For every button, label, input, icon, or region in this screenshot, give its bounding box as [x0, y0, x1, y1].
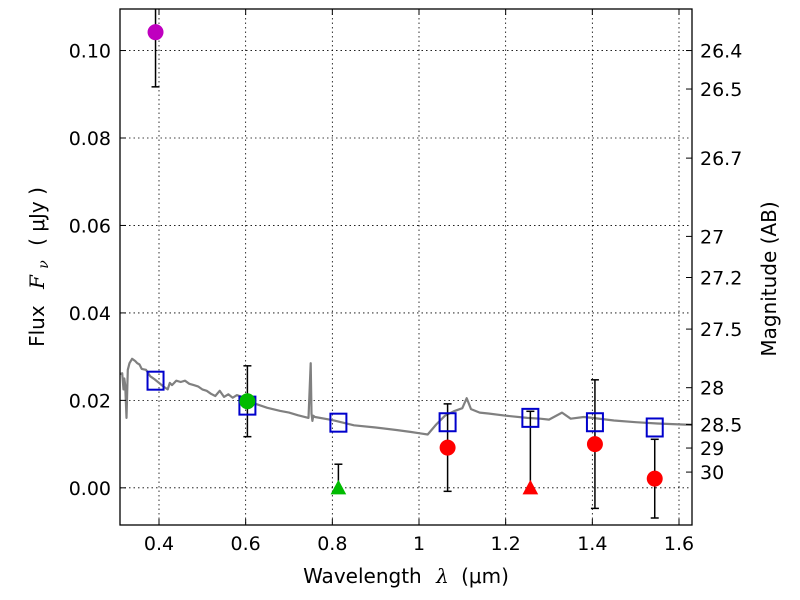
plot-area — [120, 9, 692, 519]
y2-tick-label: 29 — [700, 438, 724, 460]
x-tick-label: 0.4 — [144, 533, 174, 555]
x-tick-label: 1.6 — [664, 533, 694, 555]
y2-tick-label: 27.5 — [700, 319, 742, 341]
x-tick-label: 0.6 — [231, 533, 261, 555]
y-tick-label: 0.10 — [69, 41, 111, 63]
y-axis-label-subscript: ν — [36, 260, 52, 269]
x-axis-label-text: Wavelength — [303, 564, 422, 588]
y-tick-label: 0.02 — [69, 390, 111, 412]
y2-tick-label: 30 — [700, 462, 724, 484]
y2-axis-label: Magnitude (AB) — [757, 201, 781, 356]
x-axis-label-symbol: λ — [435, 564, 449, 588]
y-axis-label-symbol: F — [25, 274, 49, 290]
y-axis-label: Flux F ν ( μJy ) — [25, 187, 53, 347]
y2-tick-label: 26.4 — [700, 41, 742, 63]
upper-limit-triangle — [330, 479, 347, 495]
axis-ticks: 0.4 0.6 0.8 1 1.2 1.4 1.6 0.00 0.02 0.04 0.06 0.08 0… — [69, 9, 742, 555]
observed-flux-point — [586, 436, 603, 453]
x-tick-label: 1 — [413, 533, 425, 555]
observed-flux-point — [147, 24, 164, 41]
y2-tick-label: 28 — [700, 378, 724, 400]
x-tick-label: 0.8 — [317, 533, 347, 555]
y-tick-label: 0.04 — [69, 303, 111, 325]
x-axis-label: Wavelength λ (μm) — [303, 564, 509, 588]
model-flux-square — [521, 407, 540, 428]
model-flux-square — [585, 412, 604, 433]
y2-tick-label: 26.7 — [700, 148, 742, 170]
grid-lines — [120, 9, 692, 525]
model-flux-square — [438, 412, 457, 433]
observed-flux-point — [646, 470, 663, 487]
model-flux-square — [645, 417, 664, 438]
model-spectrum-line — [120, 357, 692, 436]
model-flux-square — [146, 370, 165, 391]
y2-tick-label: 28.5 — [700, 414, 742, 436]
x-tick-label: 1.2 — [491, 533, 521, 555]
y-tick-label: 0.08 — [69, 128, 111, 150]
observed-flux-point — [239, 393, 256, 410]
y-axis-label-text: Flux — [25, 305, 49, 347]
x-tick-label: 1.4 — [577, 533, 607, 555]
plot-frame — [119, 8, 693, 526]
y2-tick-label: 26.5 — [700, 79, 742, 101]
upper-limit-triangle — [522, 479, 539, 495]
y-tick-label: 0.06 — [69, 215, 111, 237]
x-axis-label-unit: (μm) — [461, 564, 509, 588]
model-flux-square — [329, 412, 348, 433]
y2-tick-label: 27.2 — [700, 267, 742, 289]
y-axis-label-unit: ( μJy ) — [25, 187, 49, 246]
y-tick-label: 0.00 — [69, 478, 111, 500]
y2-tick-label: 27 — [700, 226, 724, 248]
observed-flux-point — [439, 439, 456, 456]
